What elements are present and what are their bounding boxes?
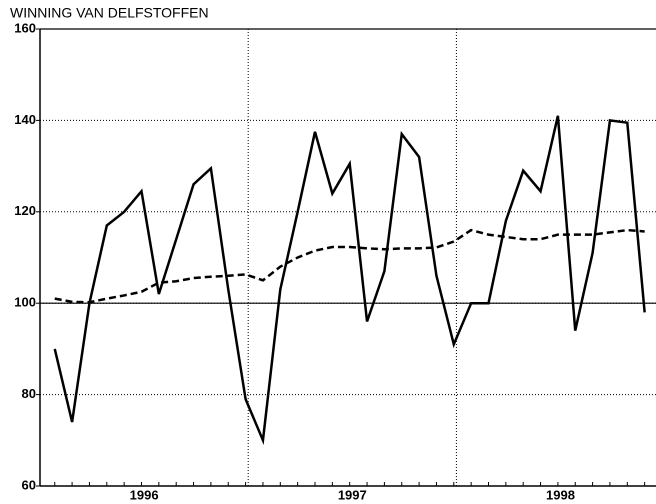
x-tick-label: 1997 [338,487,367,502]
x-tick-label: 1996 [130,487,159,502]
y-tick-label: 80 [22,386,36,401]
y-tick-label: 100 [14,295,36,310]
y-tick-label: 60 [22,477,36,492]
series-line [53,115,646,446]
series-line [54,228,645,304]
chart-title: WINNING VAN DELFSTOFFEN [10,5,209,21]
y-tick-label: 120 [14,203,36,218]
x-tick-label: 1998 [546,487,575,502]
y-tick-label: 160 [14,20,36,35]
y-tick-label: 140 [14,112,36,127]
